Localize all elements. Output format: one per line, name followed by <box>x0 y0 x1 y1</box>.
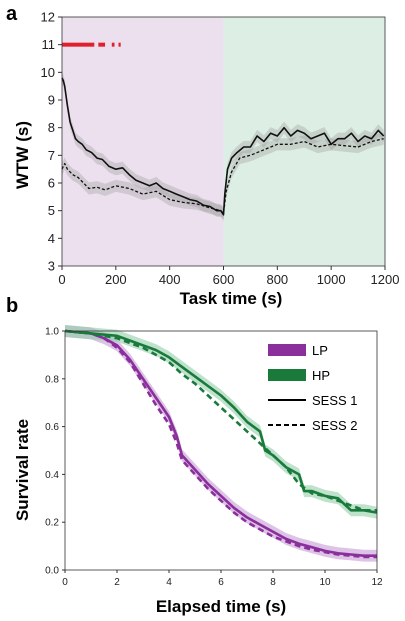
y-tick-label-b: 0.8 <box>45 374 59 385</box>
chart-a: 0 200 400 600 800 1000 1200 3 4 5 6 7 8 9 10 11 12 Task … <box>13 10 399 309</box>
y-tick-label-a: 5 <box>48 203 55 218</box>
marker-segment <box>62 42 95 47</box>
y-tick-label-a: 3 <box>48 259 55 274</box>
marker-strip <box>62 42 121 47</box>
y-tick-label-a: 11 <box>42 37 56 52</box>
wtw-lines <box>61 77 385 216</box>
line-lp-sess2 <box>64 329 377 559</box>
line-hp-sess2 <box>64 329 377 512</box>
x-axis-title-a: Task time (s) <box>180 289 283 308</box>
marker-segment <box>98 42 106 47</box>
y-tick-label-a: 8 <box>48 120 55 135</box>
confidence-bands-b <box>65 325 377 562</box>
x-tick-label-b: 2 <box>114 577 120 588</box>
y-tick-label-a: 10 <box>41 65 55 80</box>
x-tick-label-b: 0 <box>62 577 68 588</box>
x-axis-title-b: Elapsed time (s) <box>156 597 286 616</box>
legend-label: SESS 1 <box>312 393 358 408</box>
x-tick-label-b: 4 <box>166 577 172 588</box>
ticks-b: 0 2 4 6 8 10 12 0.0 0.2 0.4 0.6 0.8 1.0 <box>45 327 383 589</box>
line-hp-sess1 <box>64 329 378 514</box>
plot-frame-b <box>64 330 378 571</box>
y-tick-label-a: 9 <box>48 93 55 108</box>
phase-1-background <box>62 17 224 266</box>
line-lp-sess1 <box>64 329 377 557</box>
x-tick-label-a: 1000 <box>317 272 346 287</box>
y-tick-label-b: 0.2 <box>45 518 59 529</box>
survival-lines <box>64 329 378 559</box>
y-tick-label-a: 6 <box>48 176 55 191</box>
y-tick-label-b: 0.0 <box>45 566 59 577</box>
band-hp <box>65 325 377 519</box>
y-tick-label-b: 0.6 <box>45 422 59 433</box>
x-tick-label-b: 12 <box>371 577 383 588</box>
chart-b: 0 2 4 6 8 10 12 0.0 0.2 0.4 0.6 0.8 1.0 LP HP SESS 1 SE… <box>13 325 383 616</box>
x-tick-label-a: 600 <box>213 272 235 287</box>
y-tick-label-a: 7 <box>48 148 55 163</box>
x-tick-label-b: 6 <box>218 577 224 588</box>
line-dashed-series <box>61 138 384 215</box>
band-lp <box>65 325 377 562</box>
y-tick-label-b: 1.0 <box>45 327 59 338</box>
band-dashed-series <box>62 132 384 220</box>
y-axis-title-b: Survival rate <box>13 419 32 521</box>
legend-label: HP <box>312 368 330 383</box>
legend: LP HP SESS 1 SESS 2 <box>268 343 358 433</box>
legend-swatch-hp <box>268 369 306 381</box>
y-axis-title-a: WTW (s) <box>13 121 32 189</box>
marker-segment <box>111 42 115 47</box>
panel-label-a: a <box>6 3 18 25</box>
legend-label: LP <box>312 343 328 358</box>
x-tick-label-a: 0 <box>58 272 65 287</box>
legend-swatch-lp <box>268 344 306 356</box>
axes-b <box>64 330 378 571</box>
y-tick-label-a: 12 <box>41 10 55 25</box>
x-tick-label-b: 10 <box>319 577 331 588</box>
x-tick-label-a: 200 <box>105 272 127 287</box>
x-tick-label-b: 8 <box>270 577 276 588</box>
panel-label-b: b <box>6 295 18 317</box>
y-tick-label-a: 4 <box>48 231 55 246</box>
ticks-a: 0 200 400 600 800 1000 1200 3 4 5 6 7 8 9 10 11 12 <box>41 10 400 288</box>
legend-label: SESS 2 <box>312 418 358 433</box>
marker-segment <box>118 42 121 47</box>
x-tick-label-a: 400 <box>159 272 181 287</box>
x-tick-label-a: 800 <box>266 272 288 287</box>
y-tick-label-b: 0.4 <box>45 470 59 481</box>
x-tick-label-a: 1200 <box>371 272 400 287</box>
